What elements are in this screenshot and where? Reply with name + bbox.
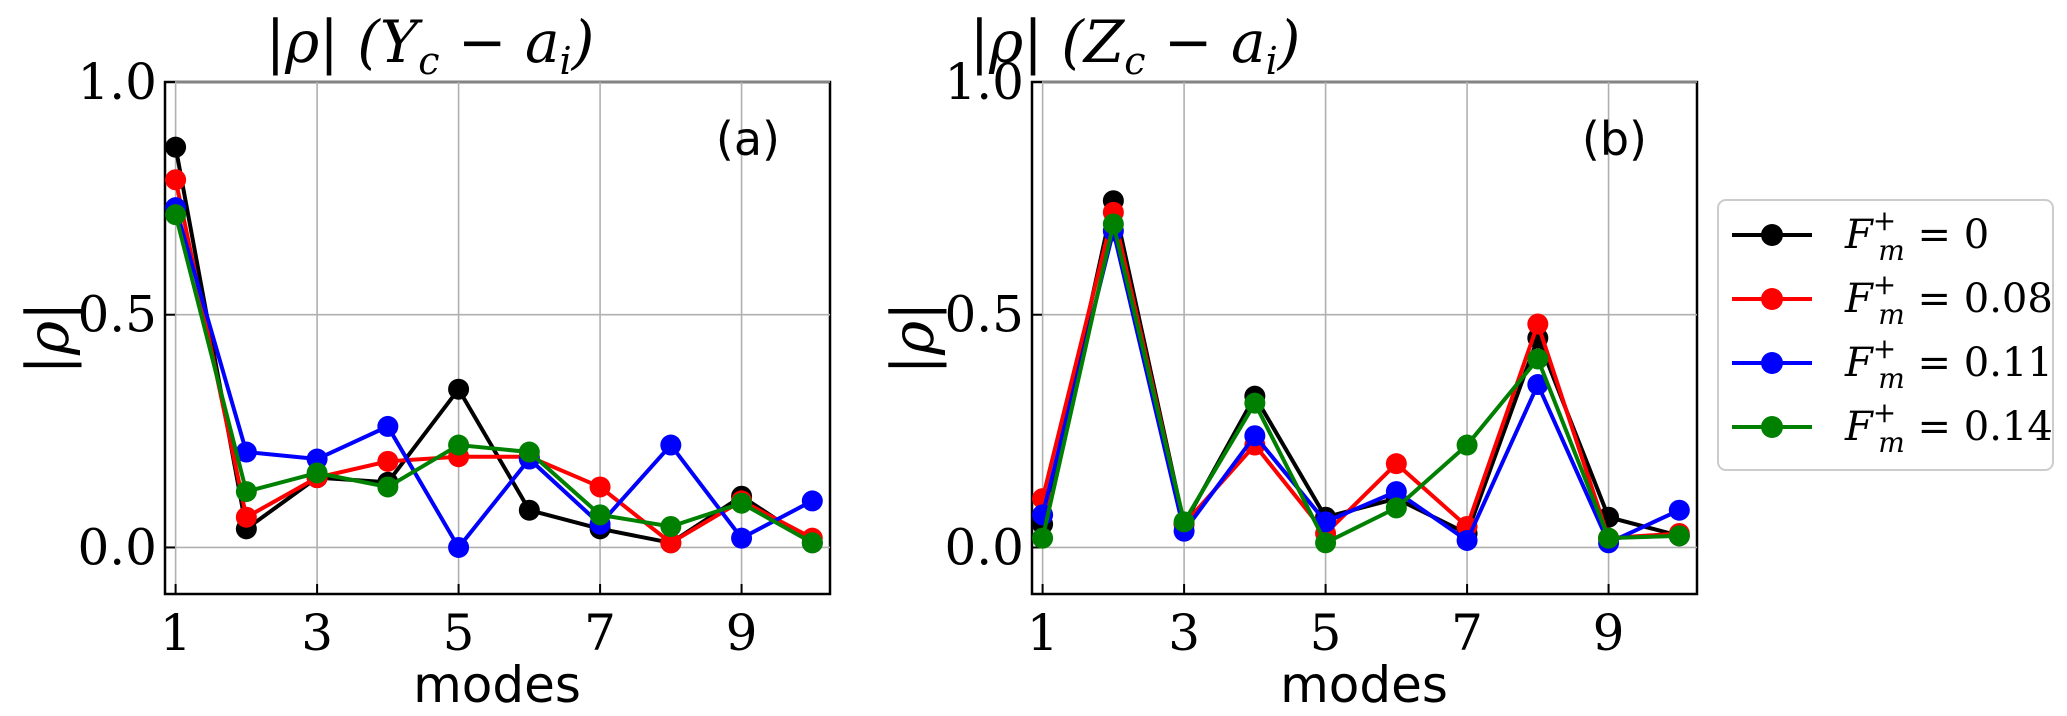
series-3 [1032,220,1690,554]
data-point [731,492,753,514]
legend-entry: F+ m = 0.11 [1732,332,2053,395]
panel-b-ylabel: |ρ| [879,301,947,374]
legend-marker [1761,352,1783,374]
data-point [306,462,328,484]
data-point [660,434,682,456]
y-tick-label: 0.5 [77,286,157,344]
data-point [165,169,187,191]
data-point [1385,453,1407,475]
x-tick-label: 1 [160,604,192,662]
data-point [448,536,470,558]
series-line [1040,221,1680,545]
panel-a-title: |ρ| (Yc − ai) [266,8,595,83]
data-point [165,204,187,226]
panel-b-title: |ρ| (Zc − ai) [970,8,1301,83]
data-point [448,378,470,400]
series-line [173,179,814,545]
legend-label: F+ m = 0 [1844,204,1989,267]
legend-marker [1761,416,1783,438]
legend-entry: F+ m = 0.08 [1732,268,2053,331]
x-tick-label: 7 [584,604,616,662]
data-point [1527,313,1549,335]
y-tick-label: 0.0 [944,518,1024,576]
legend-label: F+ m = 0.11 [1844,332,2053,395]
data-point [377,450,399,472]
data-point [660,516,682,538]
y-tick-label: 0.0 [77,518,157,576]
y-tick-label: 0.5 [944,286,1024,344]
legend-label: F+ m = 0.14 [1844,396,2053,459]
panel-a-label: (a) [716,112,780,166]
data-point [801,490,823,512]
data-point [1385,497,1407,519]
panel-a-ylabel: |ρ| [14,301,82,374]
legend-entry: F+ m = 0 [1732,204,1989,267]
data-point [1527,374,1549,396]
legend-box [1717,199,2054,471]
data-point [1315,511,1337,533]
data-point [1385,481,1407,503]
data-point [1668,499,1690,521]
data-point [1456,529,1478,551]
series-3 [165,197,823,558]
data-point [235,506,257,528]
data-point [1244,392,1266,414]
x-tick-label: 9 [726,604,758,662]
panel-b-xlabel: modes [1280,656,1448,714]
x-tick-label: 7 [1451,604,1483,662]
y-tick-label: 1.0 [77,53,157,111]
panel-a-xlabel: modes [413,656,581,714]
data-point [1456,434,1478,456]
x-tick-label: 3 [301,604,333,662]
series-1 [165,136,823,554]
data-point [1527,348,1549,370]
series-line [173,214,814,545]
data-point [448,434,470,456]
series-2 [165,169,823,554]
y-tick-label: 1.0 [944,53,1024,111]
data-point [660,532,682,554]
legend-entry: F+ m = 0.14 [1732,396,2053,459]
data-point [589,504,611,526]
data-point [1032,527,1054,549]
data-point [165,136,187,158]
data-point [801,532,823,554]
data-point [1173,511,1195,533]
series-4 [1032,213,1690,554]
data-point [377,476,399,498]
data-point [518,441,540,463]
legend-marker [1761,288,1783,310]
data-point [1244,425,1266,447]
data-point [1315,532,1337,554]
x-tick-label: 5 [443,604,475,662]
x-tick-label: 1 [1027,604,1059,662]
data-point [377,415,399,437]
data-point [1668,525,1690,547]
data-point [589,476,611,498]
data-point [731,527,753,549]
panel-b-label: (b) [1582,112,1647,166]
x-tick-label: 3 [1168,604,1200,662]
series-line [173,207,814,550]
series-4 [165,204,823,554]
data-point [235,481,257,503]
legend-label: F+ m = 0.08 [1844,268,2053,331]
legend: F+ m = 0F+ m = 0.08F+ m = 0.11F+ m = 0.14 [1717,199,2054,471]
data-point [518,499,540,521]
data-point [235,441,257,463]
data-point [1102,213,1124,235]
legend-marker [1761,224,1783,246]
x-tick-label: 9 [1593,604,1625,662]
x-tick-label: 5 [1310,604,1342,662]
data-point [1598,527,1620,549]
